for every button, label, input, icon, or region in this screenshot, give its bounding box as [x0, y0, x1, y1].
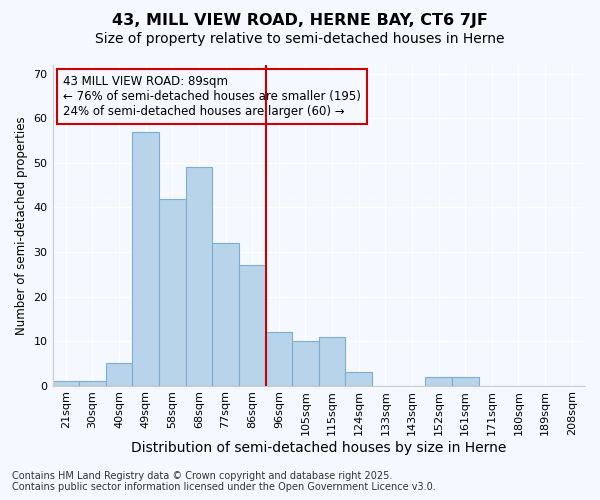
Text: 43 MILL VIEW ROAD: 89sqm
← 76% of semi-detached houses are smaller (195)
24% of : 43 MILL VIEW ROAD: 89sqm ← 76% of semi-d…: [63, 74, 361, 118]
Bar: [266, 332, 292, 386]
Bar: [159, 198, 185, 386]
Bar: [185, 168, 212, 386]
Bar: [53, 381, 79, 386]
Bar: [452, 376, 479, 386]
Bar: [79, 381, 106, 386]
Text: Size of property relative to semi-detached houses in Herne: Size of property relative to semi-detach…: [95, 32, 505, 46]
X-axis label: Distribution of semi-detached houses by size in Herne: Distribution of semi-detached houses by …: [131, 441, 506, 455]
Bar: [292, 341, 319, 386]
Y-axis label: Number of semi-detached properties: Number of semi-detached properties: [15, 116, 28, 334]
Bar: [133, 132, 159, 386]
Bar: [106, 364, 133, 386]
Bar: [212, 243, 239, 386]
Bar: [319, 336, 346, 386]
Bar: [239, 266, 266, 386]
Text: Contains HM Land Registry data © Crown copyright and database right 2025.
Contai: Contains HM Land Registry data © Crown c…: [12, 471, 436, 492]
Bar: [346, 372, 372, 386]
Bar: [425, 376, 452, 386]
Text: 43, MILL VIEW ROAD, HERNE BAY, CT6 7JF: 43, MILL VIEW ROAD, HERNE BAY, CT6 7JF: [112, 12, 488, 28]
